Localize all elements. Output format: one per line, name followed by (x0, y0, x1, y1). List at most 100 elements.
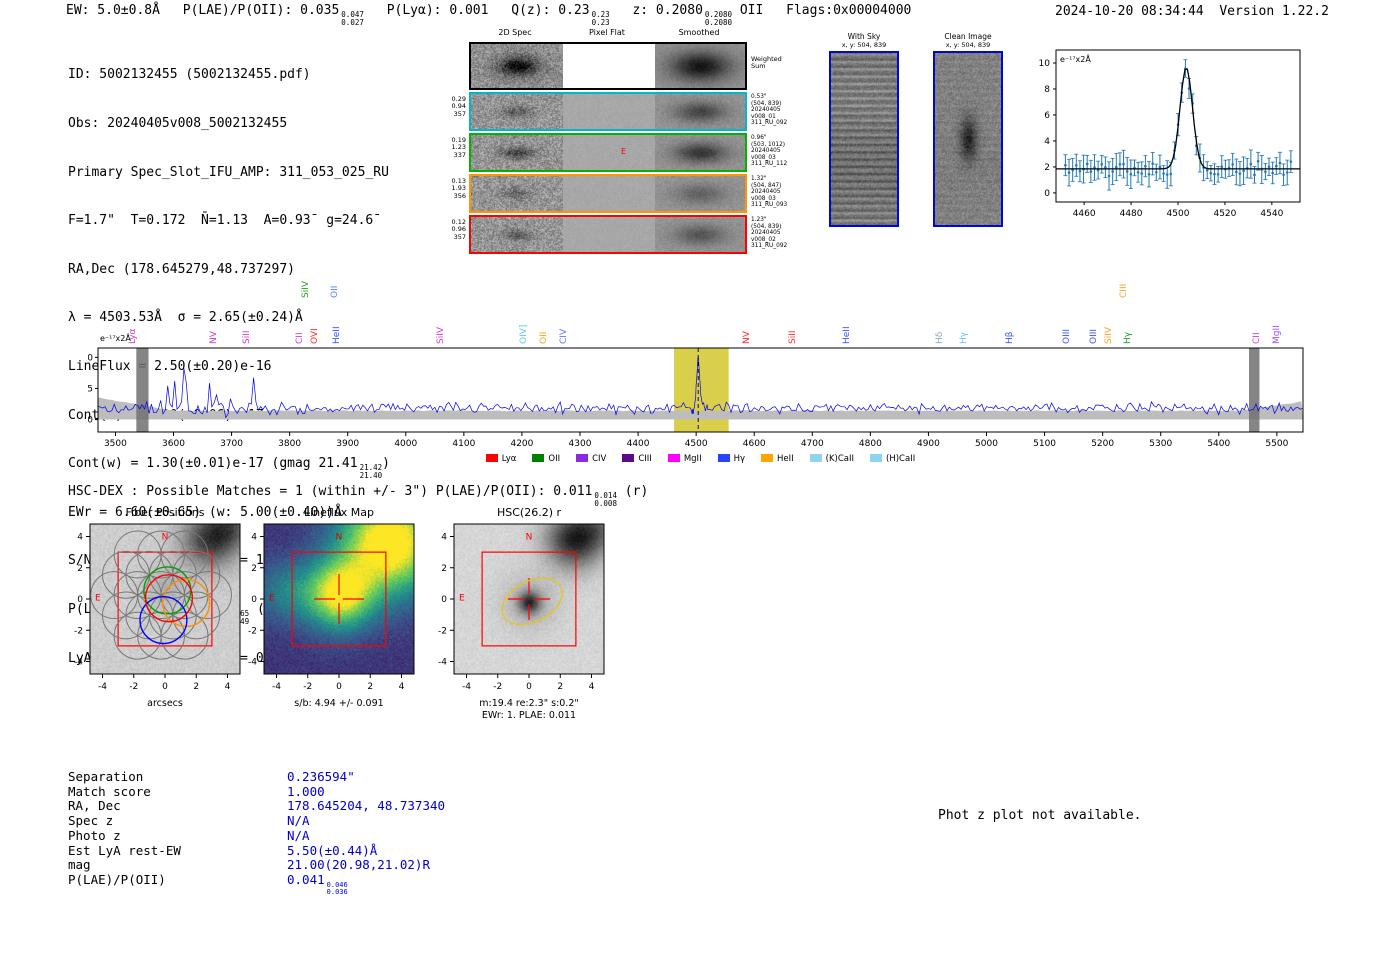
header-z-classification: OII (739, 3, 764, 18)
fiber4-pixelflat-image (563, 217, 655, 252)
svg-text:2: 2 (367, 682, 373, 692)
fiber1-2dspec-image (471, 94, 563, 129)
weighted-2dspec-image (471, 44, 563, 88)
svg-text:0: 0 (88, 416, 93, 426)
hsc-dex-uncertainty: 0.014 0.008 (594, 492, 617, 508)
line-label-CIII: CIII (1118, 283, 1129, 298)
line-label-OIII: OIII (1088, 328, 1099, 344)
spec2d-panel: 2D Spec Pixel Flat Smoothed Weighted Sum … (445, 28, 795, 258)
header-plae-bot: 0.027 (341, 17, 364, 27)
line-label-NV: NV (209, 331, 220, 344)
fiber3-annotation: 1.32" (504, 847) 20240405 v008_03 311_RU_093 (751, 176, 788, 209)
svg-text:4200: 4200 (510, 439, 533, 449)
spec2d-row-fiber2: E (469, 133, 747, 172)
hsc-dex-band: (r) (616, 484, 649, 499)
svg-text:-2: -2 (248, 626, 257, 636)
line-label-H: Hγ (1122, 331, 1133, 344)
legend-item-Ly: Lyα (485, 454, 516, 464)
fiber4-2dspec-image (471, 217, 563, 252)
line-label-SiII: SiII (241, 330, 252, 344)
col-header-pixelflat: Pixel Flat (589, 28, 625, 37)
line-label-CII: CII (295, 332, 306, 344)
svg-text:4300: 4300 (569, 439, 592, 449)
clean-image-title: Clean Image (944, 32, 992, 41)
svg-text:4540: 4540 (1260, 209, 1283, 219)
svg-text:4900: 4900 (917, 439, 940, 449)
svg-text:0: 0 (162, 682, 168, 692)
svg-text:-2: -2 (438, 626, 447, 636)
legend-swatch (576, 454, 589, 462)
svg-text:3600: 3600 (162, 439, 185, 449)
header-qz: Q(z): 0.23 (511, 3, 590, 18)
legend-swatch (870, 454, 883, 462)
fiber2-pixelflat-image (563, 135, 655, 170)
info-gmag-uncertainty: 21.42 21.40 (360, 464, 383, 480)
photz-unavailable-note: Phot z plot not available. (938, 808, 1142, 823)
svg-text:0: 0 (77, 595, 83, 605)
legend-item-KCaII: (K)CaII (809, 454, 854, 464)
emission-line-labels: Lyα NV SiII CII OVI HeII SiIV OII SiIV OIV] OII CIV… (88, 268, 1313, 346)
match-row-score: Match score 1.000 (68, 783, 325, 799)
fiber-positions-title: Fiber Positions (125, 506, 205, 519)
fiber-positions-axes: -4 -4 -2 -2 0 0 2 2 4 4 N E (74, 523, 241, 692)
legend-swatch (667, 454, 680, 462)
info-ewr: EWr = 6.60(±0.65) (w: 5.00(±0.40))Å (68, 504, 342, 520)
header-line: EW: 5.0±0.8Å P(LAE)/P(OII): 0.035 0.047 0.… (66, 3, 911, 27)
line-label-OVI: OVI (309, 328, 320, 344)
header-plae: P(LAE)/P(OII): 0.035 (182, 3, 340, 18)
line-label-H: Hβ (1004, 331, 1015, 344)
svg-text:4: 4 (589, 682, 595, 692)
svg-text:-2: -2 (74, 626, 83, 636)
lineflux-map-figure: Lineflux Map -4 -4 -2 -2 0 0 2 2 4 4 N E s/b: 4.94 … (230, 506, 422, 724)
fiber3-smoothed-image (655, 176, 745, 211)
svg-text:4460: 4460 (1073, 209, 1096, 219)
svg-text:4: 4 (77, 533, 83, 543)
info-primary-slot: Primary Spec_Slot_IFU_AMP: 311_053_025_R… (68, 164, 389, 180)
hsc-dex-text: HSC-DEX : Possible Matches = 1 (within +… (68, 484, 593, 499)
svg-text:4100: 4100 (452, 439, 475, 449)
svg-text:-2: -2 (493, 682, 502, 692)
svg-text:0: 0 (1044, 189, 1050, 199)
with-sky-image (829, 51, 899, 227)
header-timestamp: 2024-10-20 08:34:44 Version 1.22.2 (1055, 4, 1329, 19)
match-row-mag: mag 21.00(20.98,21.02)R (68, 857, 430, 873)
info-seeing: F=1.7" T=0.172 N̄=1.13 A=0.93̄ g=24.6̄ (68, 213, 374, 229)
svg-text:5100: 5100 (1033, 439, 1056, 449)
hsc-r-figure: HSC(26.2) r -4 -4 -2 -2 0 0 2 2 4 4 N E m:19.4 re:2… (420, 506, 612, 724)
legend-item-MgII: MgII (667, 454, 702, 464)
svg-text:2: 2 (251, 564, 257, 574)
legend-swatch (809, 454, 822, 462)
info-cont-w: Cont(w) = 1.30(±0.01)e-17 (gmag 21.41 21.… (68, 456, 390, 479)
header-plae-uncertainty: 0.047 0.027 (341, 11, 364, 27)
fiber1-pixelflat-image (563, 94, 655, 129)
svg-text:4500: 4500 (1167, 209, 1190, 219)
hsc-r-axes: -4 -4 -2 -2 0 0 2 2 4 4 N E (438, 523, 605, 692)
with-sky-panel: With Sky x, y: 504, 839 (824, 32, 904, 227)
svg-text:4800: 4800 (859, 439, 882, 449)
header-qz-uncertainty: 0.23 0.23 (592, 11, 610, 27)
match-row-separation: Separation 0.236594" (68, 769, 355, 784)
svg-text:-4: -4 (74, 658, 83, 668)
spec2d-row-weighted (469, 42, 747, 90)
svg-text:0: 0 (441, 595, 447, 605)
svg-text:4: 4 (441, 533, 447, 543)
svg-text:0: 0 (336, 682, 342, 692)
hsc-r-title: HSC(26.2) r (496, 506, 562, 519)
legend-swatch (485, 454, 498, 462)
spectrum-flux-units-label: e⁻¹⁷x2Å (100, 334, 131, 343)
flat-marker-e: E (621, 147, 627, 156)
svg-text:4: 4 (399, 682, 405, 692)
svg-text:-2: -2 (303, 682, 312, 692)
line-label-OII: OII (330, 285, 341, 298)
line-label-HeII: HeII (842, 326, 853, 344)
with-sky-coords: x, y: 504, 839 (841, 41, 887, 49)
line-label-OIII: OIII (1061, 328, 1072, 344)
svg-text:2: 2 (557, 682, 563, 692)
lineflux-map-caption: s/b: 4.94 +/- 0.091 (294, 698, 384, 709)
svg-text:10: 10 (1039, 59, 1051, 69)
svg-text:2: 2 (1044, 163, 1050, 173)
line-label-SiIV: SiIV (301, 280, 312, 298)
fiber3-pixelflat-image (563, 176, 655, 211)
fiber4-annotation: 1.23" (504, 839) 20240405 v008_02 311_RU_092 (751, 217, 788, 250)
legend-item-HCaII: (H)CaII (870, 454, 915, 464)
